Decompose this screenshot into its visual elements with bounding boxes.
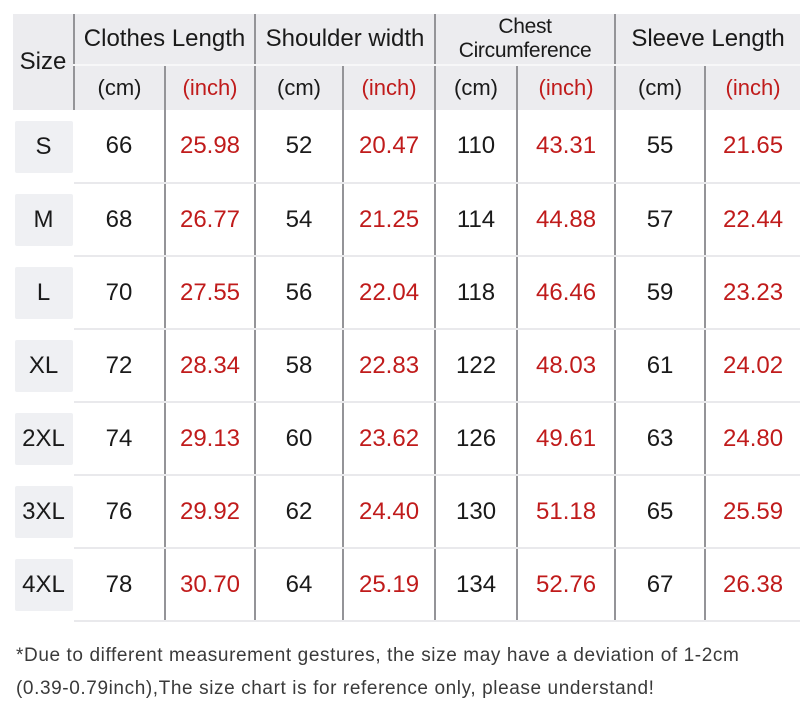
table-header: Size Clothes Length Shoulder width Chest…: [13, 14, 800, 110]
size-chip: 4XL: [14, 558, 73, 611]
inch-value-cell: 27.55: [163, 256, 256, 330]
size-chip: L: [14, 266, 73, 319]
cm-value-cell: 58: [254, 329, 344, 403]
inch-value-cell: 48.03: [516, 329, 616, 403]
size-chip: 3XL: [14, 485, 73, 538]
inch-value-cell: 28.34: [163, 329, 256, 403]
inch-value-cell: 46.46: [516, 256, 616, 330]
inch-value-cell: 22.04: [342, 256, 436, 330]
table-row: M 68 26.77 54 21.25 114 44.88 57 22.44: [13, 183, 800, 257]
cm-value-cell: 67: [614, 548, 706, 622]
cm-value-cell: 76: [74, 475, 165, 549]
cm-value-cell: 70: [74, 256, 165, 330]
cm-value-cell: 66: [74, 110, 165, 184]
inch-value-cell: 51.18: [516, 475, 616, 549]
size-chip: M: [14, 193, 73, 246]
size-label-cell: 4XL: [13, 548, 74, 621]
cm-value-cell: 110: [434, 110, 518, 184]
cm-value-cell: 74: [74, 402, 165, 476]
table-row: 2XL 74 29.13 60 23.62 126 49.61 63 24.80: [13, 402, 800, 476]
chest-circumference-header: Chest Circumference: [434, 14, 616, 66]
unit-inch-label: (inch): [704, 65, 800, 110]
table-row: S 66 25.98 52 20.47 110 43.31 55 21.65: [13, 110, 800, 184]
inch-value-cell: 24.40: [342, 475, 436, 549]
cm-value-cell: 63: [614, 402, 706, 476]
inch-value-cell: 29.13: [163, 402, 256, 476]
table-body: S 66 25.98 52 20.47 110 43.31 55 21.65 M 68 26.77 54…: [13, 110, 800, 622]
inch-value-cell: 52.76: [516, 548, 616, 622]
inch-value-cell: 20.47: [342, 110, 436, 184]
cm-value-cell: 52: [254, 110, 344, 184]
cm-value-cell: 118: [434, 256, 518, 330]
shoulder-width-header: Shoulder width: [254, 14, 436, 66]
unit-cm-label: (cm): [73, 65, 165, 110]
size-chip: S: [14, 120, 73, 173]
cm-value-cell: 57: [614, 183, 706, 257]
unit-inch-label: (inch): [516, 65, 616, 110]
sleeve-length-header: Sleeve Length: [614, 14, 800, 66]
cm-value-cell: 68: [74, 183, 165, 257]
inch-value-cell: 23.62: [342, 402, 436, 476]
inch-value-cell: 24.80: [704, 402, 800, 476]
table-row: XL 72 28.34 58 22.83 122 48.03 61 24.02: [13, 329, 800, 403]
size-chart-table: Size Clothes Length Shoulder width Chest…: [13, 14, 800, 622]
unit-inch-label: (inch): [163, 65, 256, 110]
footnote-line-1: *Due to different measurement gestures, …: [16, 645, 740, 666]
table-row: 4XL 78 30.70 64 25.19 134 52.76 67 26.38: [13, 548, 800, 622]
clothes-length-header: Clothes Length: [72, 14, 256, 66]
cm-value-cell: 55: [614, 110, 706, 184]
cm-value-cell: 130: [434, 475, 518, 549]
cm-value-cell: 134: [434, 548, 518, 622]
unit-cm-label: (cm): [614, 65, 706, 110]
inch-value-cell: 43.31: [516, 110, 616, 184]
size-label-cell: L: [13, 256, 74, 329]
inch-value-cell: 26.77: [163, 183, 256, 257]
inch-value-cell: 22.83: [342, 329, 436, 403]
cm-value-cell: 64: [254, 548, 344, 622]
footnote-line-2: (0.39-0.79inch),The size chart is for re…: [16, 678, 655, 699]
cm-value-cell: 126: [434, 402, 518, 476]
cm-value-cell: 78: [74, 548, 165, 622]
inch-value-cell: 24.02: [704, 329, 800, 403]
size-chip: XL: [14, 339, 73, 392]
inch-value-cell: 30.70: [163, 548, 256, 622]
size-chip: 2XL: [14, 412, 73, 465]
cm-value-cell: 60: [254, 402, 344, 476]
size-label-cell: XL: [13, 329, 74, 402]
inch-value-cell: 21.65: [704, 110, 800, 184]
cm-value-cell: 54: [254, 183, 344, 257]
cm-value-cell: 59: [614, 256, 706, 330]
inch-value-cell: 21.25: [342, 183, 436, 257]
unit-cm-label: (cm): [434, 65, 518, 110]
cm-value-cell: 61: [614, 329, 706, 403]
cm-value-cell: 72: [74, 329, 165, 403]
cm-value-cell: 62: [254, 475, 344, 549]
cm-value-cell: 56: [254, 256, 344, 330]
table-row: L 70 27.55 56 22.04 118 46.46 59 23.23: [13, 256, 800, 330]
inch-value-cell: 23.23: [704, 256, 800, 330]
inch-value-cell: 49.61: [516, 402, 616, 476]
size-column-header: Size: [13, 14, 74, 110]
size-label-cell: M: [13, 183, 74, 256]
group-header-row: Size Clothes Length Shoulder width Chest…: [13, 14, 800, 110]
table-row: 3XL 76 29.92 62 24.40 130 51.18 65 25.59: [13, 475, 800, 549]
size-label-cell: 2XL: [13, 402, 74, 475]
inch-value-cell: 29.92: [163, 475, 256, 549]
inch-value-cell: 25.19: [342, 548, 436, 622]
cm-value-cell: 122: [434, 329, 518, 403]
inch-value-cell: 25.98: [163, 110, 256, 184]
cm-value-cell: 114: [434, 183, 518, 257]
unit-header-row: (cm) (inch) (cm) (inch) (cm) (inch) (cm)…: [13, 65, 800, 110]
size-label-cell: S: [13, 110, 74, 183]
unit-cm-label: (cm): [254, 65, 344, 110]
size-label-cell: 3XL: [13, 475, 74, 548]
inch-value-cell: 25.59: [704, 475, 800, 549]
cm-value-cell: 65: [614, 475, 706, 549]
inch-value-cell: 44.88: [516, 183, 616, 257]
footnote: *Due to different measurement gestures, …: [16, 639, 782, 705]
inch-value-cell: 26.38: [704, 548, 800, 622]
unit-inch-label: (inch): [342, 65, 436, 110]
inch-value-cell: 22.44: [704, 183, 800, 257]
